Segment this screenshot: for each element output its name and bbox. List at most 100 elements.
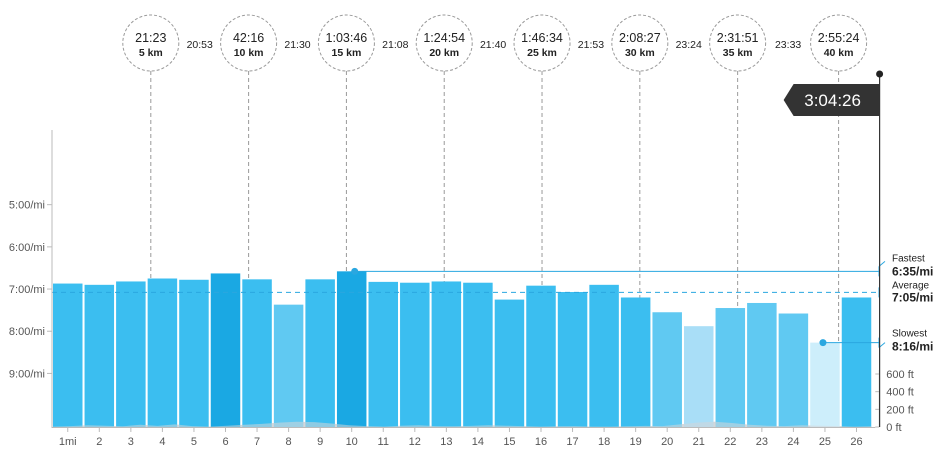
bar-mile-20 [652,312,682,427]
x-tick-label: 10 [346,436,358,448]
x-tick-label: 13 [440,436,452,448]
x-tick-label: 9 [317,436,323,448]
x-tick-label: 26 [850,436,862,448]
checkpoint-distance: 35 km [723,47,753,59]
checkpoint-circle [122,14,180,72]
bar-mile-6 [210,273,241,427]
bar-mile-5 [179,279,209,427]
slowest-label: Slowest [892,329,927,340]
slowest-pace: 8:16/mi [892,340,933,354]
bar-mile-24 [778,313,809,427]
x-tick-label: 17 [566,436,578,448]
x-tick-label: 14 [472,436,484,448]
finish-dot [876,70,884,78]
bar-mile-13 [431,281,462,427]
bar-mile-12 [400,282,430,427]
checkpoint-circle [415,14,473,72]
bar-mile-21 [684,326,714,427]
checkpoint-circle [611,14,669,72]
bar-mile-1 [53,283,83,427]
elevation-tick-label: 600 ft [886,369,914,381]
bar-mile-22 [715,308,746,427]
x-tick-label: 19 [630,436,642,448]
segment-split: 21:40 [480,39,506,51]
average-pace: 7:05/mi [892,290,933,304]
x-tick-label: 21 [693,436,705,448]
checkpoint-distance: 5 km [139,47,163,59]
checkpoint-distance: 15 km [332,47,362,59]
x-tick-label: 5 [191,436,197,448]
x-tick-label: 1mi [59,436,77,448]
finish-flag [783,84,880,116]
fastest-label: Fastest [892,253,925,264]
segment-split: 21:30 [284,39,310,51]
bar-mile-9 [305,279,335,427]
bar-mile-7 [242,279,272,427]
checkpoint-time: 1:03:46 [326,31,368,45]
checkpoint-time: 21:23 [135,31,166,45]
checkpoint-time: 1:46:34 [521,31,563,45]
segment-split: 21:08 [382,39,408,51]
checkpoint-distance: 30 km [625,47,655,59]
x-tick-label: 11 [378,436,389,448]
bar-mile-16 [526,285,556,427]
bar-mile-18 [589,284,619,427]
segment-split: 23:33 [775,39,801,51]
x-tick-label: 2 [96,436,102,448]
bar-mile-14 [463,282,493,427]
bar-mile-25 [810,342,840,427]
y-tick-label: 8:00/mi [9,326,45,338]
axis-layer: 5:00/mi 6:00/mi 7:00/mi 8:00/mi 9:00/mi 1mi 2 3… [9,130,914,448]
y-tick-label: 7:00/mi [9,284,45,296]
checkpoint-circle [220,14,278,72]
y-tick-label: 6:00/mi [9,242,45,254]
checkpoint-circle [810,14,868,72]
elevation-tick-label: 200 ft [886,404,914,416]
bar-mile-3 [116,281,146,427]
bar-mile-10 [336,271,367,427]
segment-split: 20:53 [187,39,213,51]
checkpoint-circle [709,14,767,72]
x-tick-label: 15 [503,436,515,448]
checkpoint-circle [317,14,375,72]
checkpoint-circle [513,14,571,72]
checkpoint-time: 1:24:54 [423,31,465,45]
checkpoint-time: 2:08:27 [619,31,661,45]
x-tick-label: 16 [535,436,547,448]
x-tick-label: 6 [222,436,228,448]
checkpoint-distance: 25 km [527,47,557,59]
x-tick-label: 25 [819,436,831,448]
checkpoint-distance: 10 km [234,47,264,59]
x-tick-label: 7 [254,436,260,448]
fastest-pace: 6:35/mi [892,264,933,278]
x-tick-label: 3 [128,436,134,448]
x-tick-label: 24 [787,436,799,448]
bar-mile-15 [494,299,525,427]
bar-mile-8 [273,304,304,427]
elevation-overlay [53,421,872,427]
checkpoint-time: 2:31:51 [717,31,759,45]
x-tick-label: 22 [724,436,736,448]
average-label: Average [892,280,930,291]
checkpoint-distance: 20 km [429,47,459,59]
finish-time: 3:04:26 [804,91,861,110]
y-tick-label: 5:00/mi [9,200,45,212]
x-tick-label: 4 [159,436,165,448]
bar-mile-17 [557,292,588,427]
segment-split: 21:53 [578,39,604,51]
x-tick-label: 8 [286,436,292,448]
checkpoint-distance: 40 km [824,47,854,59]
bar-mile-11 [368,281,398,427]
checkpoint-time: 42:16 [233,31,264,45]
bar-mile-23 [747,302,777,427]
checkpoint-time: 2:55:24 [818,31,860,45]
elevation-tick-label: 400 ft [886,387,914,399]
x-tick-label: 12 [409,436,421,448]
y-tick-label: 9:00/mi [9,368,45,380]
segment-split: 23:24 [676,39,702,51]
x-tick-label: 20 [661,436,673,448]
bar-mile-19 [620,297,651,427]
elevation-tick-label: 0 ft [886,422,901,434]
